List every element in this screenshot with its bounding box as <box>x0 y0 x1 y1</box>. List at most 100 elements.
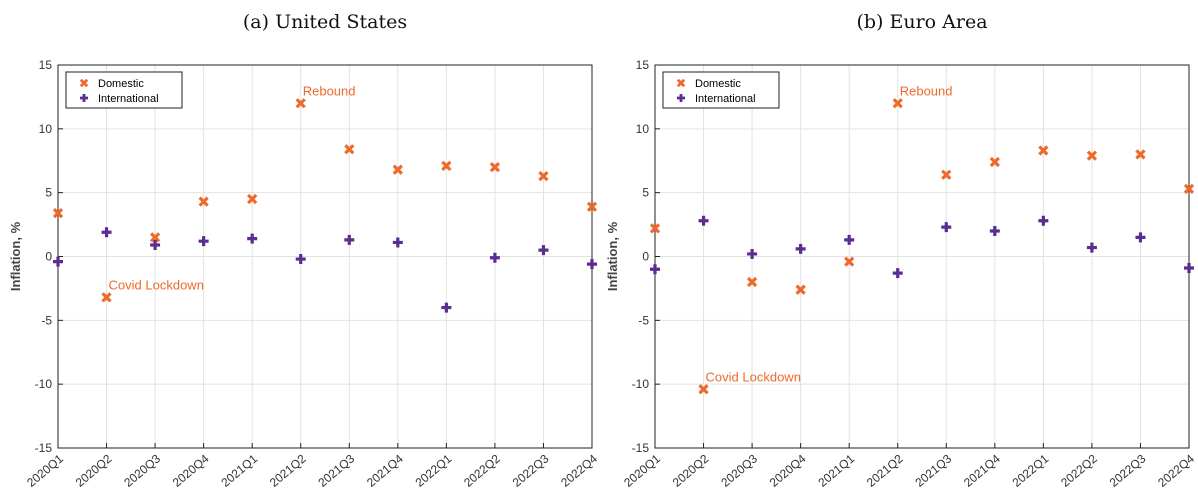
legend-label: Domestic <box>695 78 741 90</box>
marker <box>1086 150 1098 161</box>
marker <box>844 234 855 245</box>
marker <box>892 98 903 109</box>
y-axis-label: Inflation, % <box>605 221 620 291</box>
marker <box>587 259 597 270</box>
x-tick-label: 2020Q2 <box>670 451 712 489</box>
marker <box>344 144 355 155</box>
x-tick-label: 2021Q3 <box>315 451 357 489</box>
annotation: Covid Lockdown <box>109 277 204 292</box>
legend-label: Domestic <box>98 78 144 90</box>
y-tick-label: -5 <box>41 313 52 327</box>
x-tick-label: 2020Q2 <box>73 451 115 489</box>
x-tick-label: 2020Q1 <box>621 451 663 489</box>
marker <box>52 207 64 219</box>
marker <box>392 237 403 248</box>
marker <box>650 264 660 275</box>
x-tick-label: 2021Q2 <box>864 451 906 489</box>
x-tick-label: 2020Q3 <box>718 451 760 489</box>
y-axis-label: Inflation, % <box>8 221 23 291</box>
x-tick-label: 2022Q3 <box>1107 451 1149 489</box>
x-tick-label: 2022Q2 <box>1058 451 1100 489</box>
y-tick-label: -10 <box>35 377 53 391</box>
marker <box>247 233 258 244</box>
x-tick-label: 2020Q3 <box>121 451 163 489</box>
y-tick-label: 0 <box>642 250 649 264</box>
marker <box>538 170 549 182</box>
marker <box>1038 215 1049 226</box>
marker <box>844 256 855 267</box>
marker <box>941 169 952 180</box>
marker <box>892 268 903 279</box>
annotation: Covid Lockdown <box>706 369 801 384</box>
marker <box>795 284 806 295</box>
marker <box>586 201 598 212</box>
marker <box>1183 183 1195 194</box>
legend-label: International <box>98 93 159 105</box>
marker <box>1038 145 1049 156</box>
marker <box>441 160 452 171</box>
marker <box>989 156 1000 168</box>
x-tick-label: 2022Q3 <box>510 451 552 489</box>
marker <box>247 193 258 205</box>
marker <box>795 243 806 254</box>
x-tick-label: 2021Q4 <box>364 451 406 489</box>
x-tick-label: 2022Q1 <box>413 451 455 489</box>
y-tick-label: 15 <box>636 58 650 72</box>
y-tick-label: -15 <box>632 441 650 455</box>
y-tick-label: -15 <box>35 441 53 455</box>
y-tick-label: 10 <box>636 122 650 136</box>
x-tick-label: 2021Q3 <box>912 451 954 489</box>
x-tick-label: 2020Q1 <box>24 451 66 489</box>
marker <box>489 252 500 263</box>
marker <box>1135 149 1146 160</box>
annotation: Rebound <box>900 83 953 98</box>
legend-marker <box>677 94 685 102</box>
annotation: Rebound <box>303 83 356 98</box>
x-tick-label: 2021Q2 <box>267 451 309 489</box>
legend-marker <box>676 78 686 88</box>
x-tick-label: 2021Q1 <box>218 451 260 489</box>
x-tick-label: 2021Q4 <box>961 451 1003 489</box>
x-tick-label: 2020Q4 <box>767 451 809 489</box>
x-tick-label: 2022Q2 <box>461 451 503 489</box>
marker <box>746 276 758 288</box>
y-tick-label: 0 <box>45 250 52 264</box>
marker <box>295 254 306 265</box>
marker <box>941 222 952 233</box>
marker <box>150 240 161 251</box>
plot-frame <box>654 64 1190 449</box>
x-tick-label: 2022Q4 <box>558 451 600 489</box>
marker <box>489 162 501 173</box>
marker <box>989 225 1000 236</box>
marker <box>198 196 209 207</box>
x-tick-label: 2022Q4 <box>1155 451 1197 489</box>
marker <box>1184 262 1194 273</box>
x-tick-label: 2021Q1 <box>815 451 857 489</box>
x-tick-label: 2020Q4 <box>170 451 212 489</box>
plot-frame <box>57 64 593 449</box>
x-tick-label: 2022Q1 <box>1010 451 1052 489</box>
marker <box>698 384 709 395</box>
y-tick-label: 5 <box>642 186 649 200</box>
marker <box>538 245 549 256</box>
y-tick-label: -5 <box>638 313 649 327</box>
marker <box>295 98 306 109</box>
legend-marker <box>80 94 88 102</box>
marker <box>53 256 63 267</box>
marker <box>747 248 758 259</box>
marker <box>392 164 403 175</box>
y-tick-label: 10 <box>39 122 53 136</box>
marker <box>101 292 112 303</box>
y-tick-label: 15 <box>39 58 53 72</box>
marker <box>101 227 112 238</box>
marker <box>198 236 209 247</box>
legend-marker <box>79 78 89 88</box>
y-tick-label: -10 <box>632 377 650 391</box>
marker <box>1086 242 1097 253</box>
marker <box>441 302 452 313</box>
marker <box>698 215 709 226</box>
chart-title: (a) United States <box>243 11 407 33</box>
marker <box>344 234 355 245</box>
